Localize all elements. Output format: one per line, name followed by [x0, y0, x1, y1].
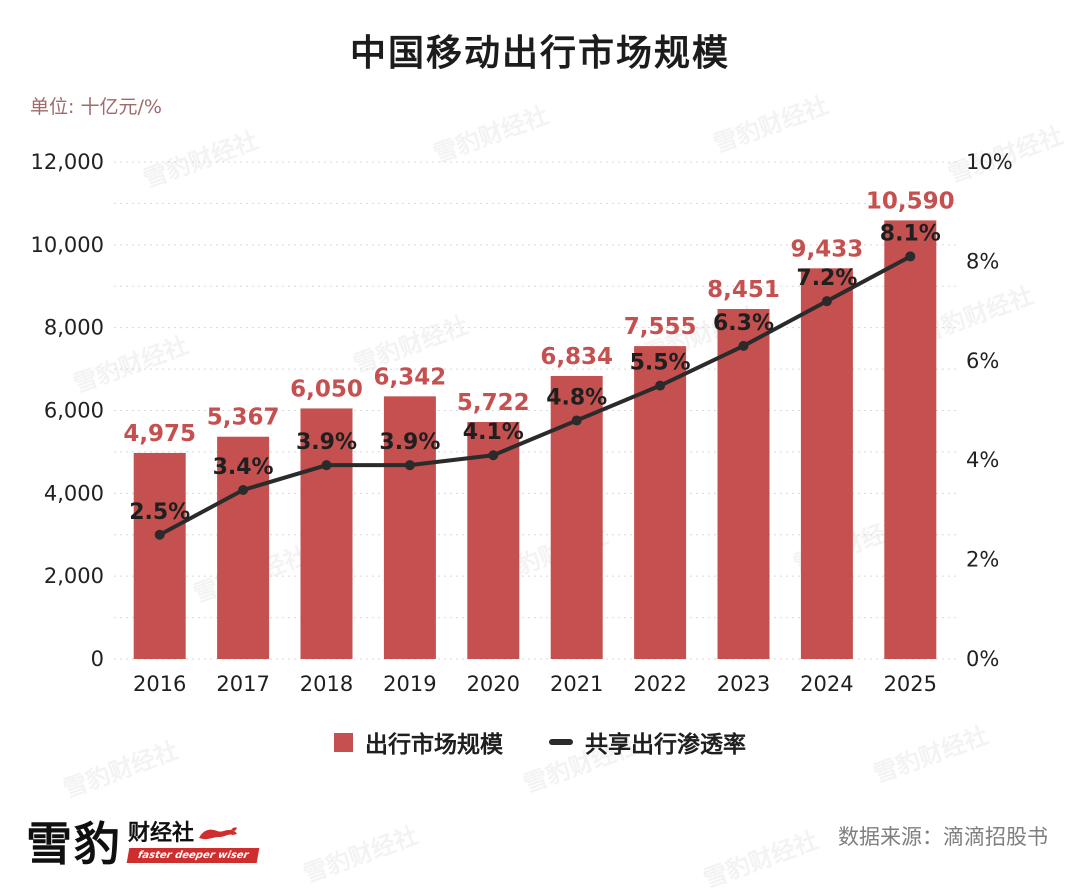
legend-item-line: 共享出行渗透率	[549, 725, 746, 759]
svg-text:10,590: 10,590	[866, 188, 955, 214]
svg-text:3.9%: 3.9%	[296, 430, 357, 455]
svg-text:9,433: 9,433	[791, 236, 864, 262]
legend-line-label: 共享出行渗透率	[585, 732, 746, 758]
svg-text:5.5%: 5.5%	[630, 351, 691, 376]
svg-text:7.2%: 7.2%	[796, 266, 857, 291]
svg-text:2,000: 2,000	[44, 564, 104, 588]
svg-text:6,050: 6,050	[290, 376, 363, 402]
svg-text:2022: 2022	[633, 672, 686, 696]
legend-item-bars: 出行市场规模	[334, 725, 503, 759]
svg-text:6,834: 6,834	[540, 344, 613, 370]
chart-legend: 出行市场规模 共享出行渗透率	[0, 722, 1080, 762]
svg-text:2024: 2024	[800, 672, 853, 696]
legend-bar-label: 出行市场规模	[365, 732, 503, 758]
svg-text:4,000: 4,000	[44, 481, 104, 505]
logo-tagline: faster deeper wiser	[126, 848, 260, 863]
svg-text:2017: 2017	[216, 672, 269, 696]
svg-text:6%: 6%	[966, 349, 999, 373]
xuebao-logo: 雪豹 财经社 faster deeper wiser	[26, 817, 260, 871]
logo-main-text: 雪豹	[26, 817, 122, 871]
svg-text:8,000: 8,000	[44, 316, 104, 340]
logo-sub-text: 财经社	[128, 821, 195, 846]
svg-text:10,000: 10,000	[31, 233, 104, 257]
logo-right-block: 财经社 faster deeper wiser	[126, 821, 260, 863]
svg-text:3.4%: 3.4%	[213, 455, 274, 480]
svg-text:4%: 4%	[966, 448, 999, 472]
svg-text:4.1%: 4.1%	[463, 420, 524, 445]
svg-text:2020: 2020	[467, 672, 520, 696]
combo-chart: 0 2,000 4,000 6,000 8,000 10,000 12,000 0% 2% 4% 6…	[31, 150, 1013, 696]
svg-text:5,722: 5,722	[457, 390, 530, 416]
svg-text:2.5%: 2.5%	[129, 500, 190, 525]
leopard-icon	[199, 827, 238, 840]
svg-text:12,000: 12,000	[31, 150, 104, 174]
svg-text:5,367: 5,367	[207, 405, 280, 431]
svg-text:0%: 0%	[966, 647, 999, 671]
svg-text:6.3%: 6.3%	[713, 311, 774, 336]
unit-label: 单位: 十亿元/%	[30, 96, 162, 118]
svg-text:8.1%: 8.1%	[880, 221, 941, 246]
svg-text:2018: 2018	[300, 672, 353, 696]
svg-text:3.9%: 3.9%	[379, 430, 440, 455]
svg-text:4.8%: 4.8%	[546, 385, 607, 410]
svg-text:2016: 2016	[133, 672, 186, 696]
svg-text:7,555: 7,555	[624, 314, 697, 340]
svg-text:8,451: 8,451	[707, 277, 780, 303]
svg-text:4,975: 4,975	[123, 421, 196, 447]
line-swatch-icon	[549, 739, 573, 745]
svg-text:2019: 2019	[383, 672, 436, 696]
logo-subrow: 财经社	[128, 823, 238, 845]
svg-text:10%: 10%	[966, 150, 1013, 174]
bar-swatch-icon	[334, 732, 353, 752]
chart-title: 中国移动出行市场规模	[349, 33, 730, 74]
svg-text:2023: 2023	[717, 672, 770, 696]
data-source-text: 数据来源：滴滴招股书	[838, 825, 1048, 849]
svg-text:6,000: 6,000	[44, 399, 104, 423]
svg-text:6,342: 6,342	[374, 364, 447, 390]
svg-text:2021: 2021	[550, 672, 603, 696]
svg-text:2%: 2%	[966, 548, 999, 572]
svg-text:0: 0	[91, 647, 104, 671]
svg-text:2025: 2025	[884, 672, 937, 696]
svg-text:8%: 8%	[966, 249, 999, 273]
